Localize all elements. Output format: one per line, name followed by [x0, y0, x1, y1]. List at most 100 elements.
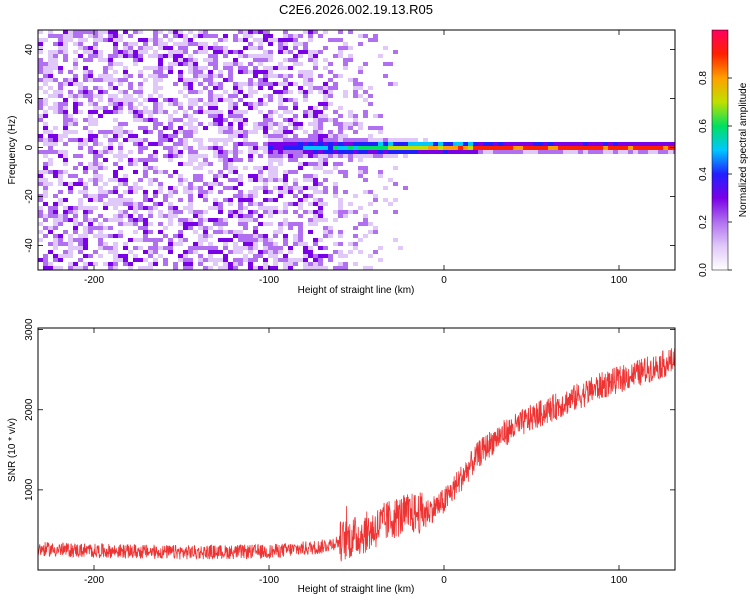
spectrogram-cell	[523, 150, 528, 154]
spectrogram-cell	[223, 142, 228, 146]
spectrogram-cell	[643, 142, 648, 146]
spectrogram-cell	[308, 142, 313, 146]
spectrogram-cell	[283, 50, 288, 54]
spectrogram-cell	[123, 74, 128, 78]
spectrogram-cell	[48, 262, 53, 266]
spectrogram-cell	[323, 46, 328, 50]
spectrogram-cell	[238, 114, 243, 118]
spectrogram-cell	[378, 138, 383, 142]
spectrogram-cell	[313, 86, 318, 90]
spectrogram-cell	[373, 34, 378, 38]
spectrogram-cell	[43, 98, 48, 102]
spectrogram-cell	[568, 146, 573, 150]
spectrogram-cell	[573, 142, 578, 146]
spectrogram-cell	[288, 262, 293, 266]
spectrogram-cell	[48, 162, 53, 166]
spectrogram-cell	[243, 142, 248, 146]
spectrogram-cell	[183, 38, 188, 42]
spectrogram-cell	[83, 38, 88, 42]
spectrogram-cell	[238, 214, 243, 218]
spectrogram-cell	[583, 150, 588, 154]
spectrogram-cell	[88, 138, 93, 142]
spectrogram-cell	[298, 74, 303, 78]
spectrogram-cell	[148, 198, 153, 202]
spectrogram-cell	[168, 154, 173, 158]
spectrogram-cell	[328, 90, 333, 94]
spectrogram-cell	[298, 126, 303, 130]
spectrogram-cell	[228, 210, 233, 214]
spectrogram-cell	[153, 50, 158, 54]
spectrogram-cell	[108, 150, 113, 154]
spectrogram-cell	[638, 146, 643, 150]
spectrogram-cell	[373, 142, 378, 146]
spectrogram-cell	[283, 30, 288, 34]
spectrogram-cell	[83, 234, 88, 238]
spectrogram-cell	[303, 90, 308, 94]
spectrogram-cell	[173, 150, 178, 154]
spectrogram-cell	[133, 258, 138, 262]
spectrogram-cell	[333, 182, 338, 186]
spectrogram-cell	[178, 238, 183, 242]
spectrogram-cell	[88, 134, 93, 138]
spectrogram-cell	[143, 46, 148, 50]
spectrogram-cell	[98, 242, 103, 246]
spectrogram-cell	[233, 38, 238, 42]
spectrogram-cell	[163, 234, 168, 238]
spectrogram-cell	[288, 50, 293, 54]
spectrogram-cell	[123, 214, 128, 218]
spectrogram-cell	[293, 142, 298, 146]
spectrogram-cell	[63, 254, 68, 258]
spectrogram-cell	[288, 74, 293, 78]
spectrogram-cell	[153, 170, 158, 174]
spectrogram-cell	[93, 162, 98, 166]
spectrogram-cell	[198, 246, 203, 250]
spectrogram-cell	[163, 226, 168, 230]
spectrogram-cell	[238, 230, 243, 234]
spectrogram-cell	[38, 222, 43, 226]
spectrogram-cell	[128, 186, 133, 190]
spectrogram-cell	[263, 150, 268, 154]
spectrogram-cell	[198, 138, 203, 142]
spectrogram-cell	[293, 202, 298, 206]
spectrogram-cell	[143, 266, 148, 270]
spectrogram-cell	[143, 190, 148, 194]
spectrogram-cell	[83, 218, 88, 222]
snr-frame	[37, 327, 676, 571]
spectrogram-cell	[253, 246, 258, 250]
spectrogram-cell	[363, 62, 368, 66]
spectrogram-cell	[243, 246, 248, 250]
spectrogram-cell	[263, 178, 268, 182]
spectrogram-cell	[173, 62, 178, 66]
spectrogram-cell	[168, 186, 173, 190]
spectrogram-cell	[193, 98, 198, 102]
spectrogram-cell	[88, 198, 93, 202]
spectrogram-cell	[203, 158, 208, 162]
spectrogram-cell	[88, 218, 93, 222]
spectrogram-cell	[488, 146, 493, 150]
spectrogram-cell	[303, 266, 308, 270]
spectrogram-cell	[313, 218, 318, 222]
spectrogram-cell	[58, 150, 63, 154]
spectrogram-cell	[78, 246, 83, 250]
spectrogram-cell	[118, 106, 123, 110]
spectrogram-cell	[318, 114, 323, 118]
spectrogram-cell	[318, 34, 323, 38]
spectrogram-cell	[168, 250, 173, 254]
spectrogram-cell	[338, 46, 343, 50]
spectrogram-cell	[358, 42, 363, 46]
spectrogram-cell	[113, 242, 118, 246]
spectrogram-cell	[353, 146, 358, 150]
spectrogram-cell	[253, 234, 258, 238]
spectrogram-cell	[223, 66, 228, 70]
spectrogram-cell	[113, 110, 118, 114]
spectrogram-cell	[53, 242, 58, 246]
spectrogram-cell	[308, 70, 313, 74]
spectrogram-cell	[38, 214, 43, 218]
spectrogram-cell	[83, 170, 88, 174]
spectrogram-cell	[208, 190, 213, 194]
x-tick-label: 0	[441, 275, 447, 286]
spectrogram-cell	[143, 106, 148, 110]
spectrogram-cell	[93, 170, 98, 174]
spectrogram-cell	[288, 110, 293, 114]
spectrogram-cell	[278, 126, 283, 130]
